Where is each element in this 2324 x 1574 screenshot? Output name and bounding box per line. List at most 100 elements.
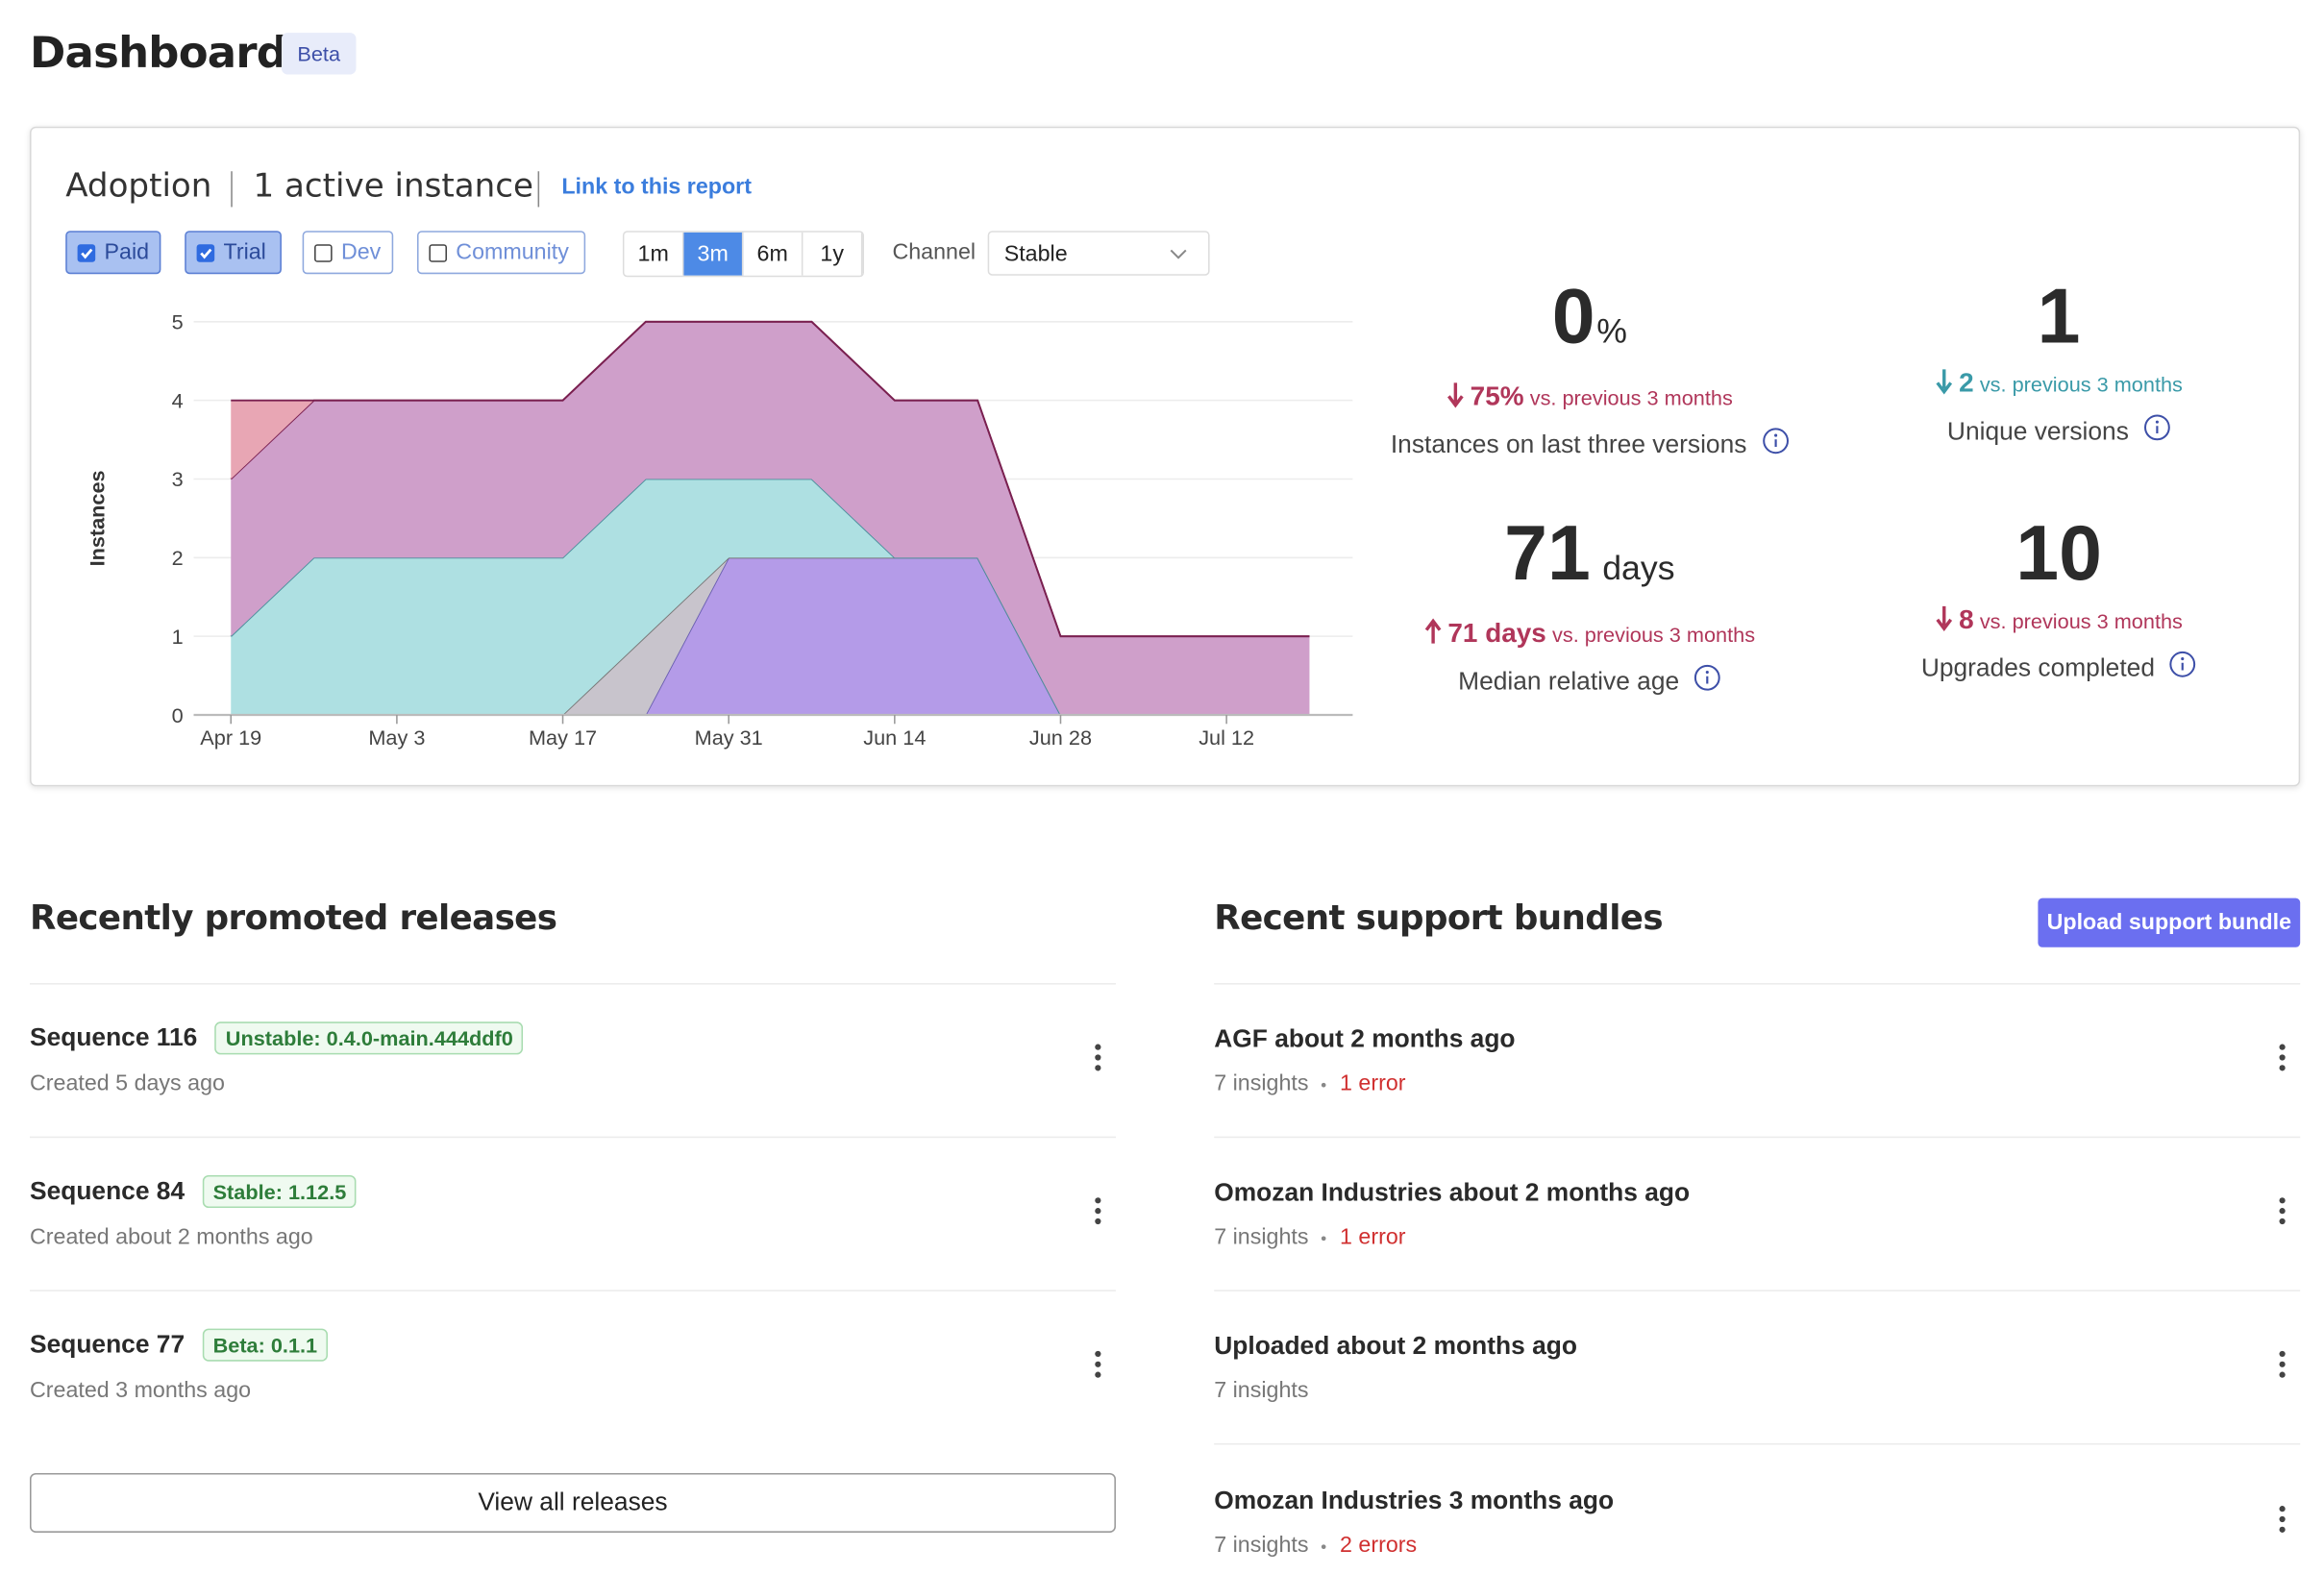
divider bbox=[1214, 982, 2301, 985]
info-icon[interactable] bbox=[2169, 651, 2196, 685]
stat: 0% 75% vs. previous 3 months Instances on l… bbox=[1322, 276, 1858, 462]
separator bbox=[537, 171, 540, 208]
stat: 71 days 71 days vs. previous 3 months Median… bbox=[1322, 512, 1858, 699]
stat-delta-value: 2 bbox=[1959, 367, 1974, 398]
stat-unit: days bbox=[1602, 548, 1675, 587]
channel-label: Channel bbox=[892, 239, 977, 265]
bundle-errors: 2 errors bbox=[1340, 1532, 1418, 1559]
trend-arrow bbox=[1935, 368, 1953, 400]
trend-arrow bbox=[1424, 618, 1443, 650]
stat-delta-value: 8 bbox=[1959, 604, 1974, 635]
releases-title: Recently promoted releases bbox=[30, 899, 557, 939]
kebab-menu[interactable] bbox=[2278, 1505, 2287, 1542]
bundles-title: Recent support bundles bbox=[1214, 899, 1663, 939]
bundle-insights: 7 insights bbox=[1214, 1377, 1309, 1404]
bundle-name: Uploaded about 2 months ago bbox=[1214, 1331, 1577, 1361]
bundle-meta: 7 insights 1 error bbox=[1214, 1070, 1405, 1095]
range-button[interactable]: 3m bbox=[683, 232, 744, 276]
divider bbox=[30, 1136, 1116, 1139]
filter-label: Dev bbox=[340, 239, 382, 265]
stat-delta-text: vs. previous 3 months bbox=[1979, 608, 2183, 632]
channel-select[interactable]: Stable bbox=[987, 231, 1210, 276]
bundle-insights: 7 insights bbox=[1214, 1070, 1309, 1096]
trend-arrow bbox=[1446, 381, 1465, 413]
filter-checkbox[interactable]: Dev bbox=[302, 231, 394, 275]
kebab-menu[interactable] bbox=[1094, 1196, 1102, 1234]
page-title: Dashboard bbox=[30, 26, 287, 78]
bundle-meta: 7 insights bbox=[1214, 1378, 1308, 1403]
filter-checkbox[interactable]: Community bbox=[417, 231, 586, 275]
stat-label: Unique versions bbox=[1946, 416, 2129, 445]
info-icon[interactable] bbox=[1694, 664, 1721, 699]
filter-label: Community bbox=[456, 239, 569, 265]
divider bbox=[1214, 1442, 2301, 1445]
info-icon[interactable] bbox=[1762, 428, 1789, 462]
bundle-meta: 7 insights 1 error bbox=[1214, 1224, 1405, 1249]
kebab-menu[interactable] bbox=[2278, 1349, 2287, 1387]
stat-value: 0 bbox=[1551, 274, 1595, 361]
stat-value: 1 bbox=[2037, 274, 2081, 361]
stat-value-row: 0% bbox=[1322, 276, 1858, 373]
info-icon[interactable] bbox=[2143, 414, 2170, 449]
release-created: Created about 2 months ago bbox=[30, 1224, 313, 1250]
checkbox-box bbox=[429, 243, 447, 262]
view-all-button[interactable]: View all releases bbox=[30, 1472, 1116, 1533]
release-tag: Stable: 1.12.5 bbox=[202, 1174, 358, 1209]
range-button[interactable]: 1m bbox=[624, 232, 684, 276]
kebab-menu[interactable] bbox=[2278, 1196, 2287, 1234]
meta-dot bbox=[1322, 1543, 1327, 1549]
stat-delta: 75% vs. previous 3 months bbox=[1322, 381, 1858, 413]
release-tag: Unstable: 0.4.0-main.444ddf0 bbox=[214, 1021, 524, 1055]
bundle-name: AGF about 2 months ago bbox=[1214, 1024, 1516, 1053]
filter-label: Paid bbox=[104, 239, 150, 265]
filter-checkbox[interactable]: Trial bbox=[185, 231, 282, 275]
release-row: Sequence 116 Unstable: 0.4.0-main.444ddf0 bbox=[30, 1021, 524, 1055]
kebab-menu[interactable] bbox=[1094, 1349, 1102, 1387]
checkbox-box bbox=[77, 243, 96, 262]
range-button[interactable]: 6m bbox=[743, 232, 804, 276]
stat-label: Upgrades completed bbox=[1920, 652, 2155, 682]
card-title: Adoption bbox=[65, 168, 212, 206]
bundle-errors: 1 error bbox=[1340, 1224, 1406, 1250]
trend-arrow bbox=[1935, 604, 1953, 636]
bundle-insights: 7 insights bbox=[1214, 1532, 1309, 1559]
stat-label-row: Upgrades completed bbox=[1791, 651, 2324, 685]
release-created: Created 3 months ago bbox=[30, 1377, 252, 1404]
stat-label-row: Instances on last three versions bbox=[1322, 428, 1858, 462]
stat-delta-text: vs. previous 3 months bbox=[1529, 384, 1733, 409]
filter-label: Trial bbox=[223, 239, 266, 265]
bundle-insights: 7 insights bbox=[1214, 1224, 1309, 1250]
stat: 1 2 vs. previous 3 months Unique versions bbox=[1791, 276, 2324, 449]
divider bbox=[1214, 1290, 2301, 1291]
bundle-errors: 1 error bbox=[1340, 1070, 1406, 1096]
stat-value-row: 1 bbox=[1791, 276, 2324, 359]
separator bbox=[231, 171, 233, 208]
stat-label-row: Median relative age bbox=[1322, 664, 1858, 699]
kebab-menu[interactable] bbox=[1094, 1043, 1102, 1080]
release-name: Sequence 77 bbox=[30, 1330, 185, 1359]
divider bbox=[30, 982, 1116, 985]
chevron bbox=[1170, 249, 1187, 259]
release-row: Sequence 84 Stable: 1.12.5 bbox=[30, 1174, 358, 1209]
stat-delta: 2 vs. previous 3 months bbox=[1791, 368, 2324, 400]
stat-label-row: Unique versions bbox=[1791, 414, 2324, 449]
stat-value-row: 71 days bbox=[1322, 512, 1858, 609]
range-button[interactable]: 1y bbox=[803, 232, 863, 276]
kebab-menu[interactable] bbox=[2278, 1043, 2287, 1080]
release-row: Sequence 77 Beta: 0.1.1 bbox=[30, 1328, 328, 1362]
bundle-name: Omozan Industries about 2 months ago bbox=[1214, 1178, 1691, 1207]
report-link[interactable]: Link to this report bbox=[561, 174, 752, 200]
stat-value: 71 bbox=[1504, 510, 1591, 598]
upload-button[interactable]: Upload support bundle bbox=[2038, 898, 2301, 947]
meta-dot bbox=[1322, 1235, 1327, 1241]
stat-delta: 71 days vs. previous 3 months bbox=[1322, 618, 1858, 650]
filter-checkbox[interactable]: Paid bbox=[65, 231, 161, 275]
stat-delta-value: 75% bbox=[1470, 381, 1524, 411]
stat-value-row: 10 bbox=[1791, 512, 2324, 596]
stat-delta-value: 71 days bbox=[1447, 618, 1546, 649]
range-group: 1m 3m 6m 1y bbox=[622, 231, 864, 278]
meta-dot bbox=[1322, 1082, 1327, 1087]
stat-label: Median relative age bbox=[1458, 666, 1680, 696]
